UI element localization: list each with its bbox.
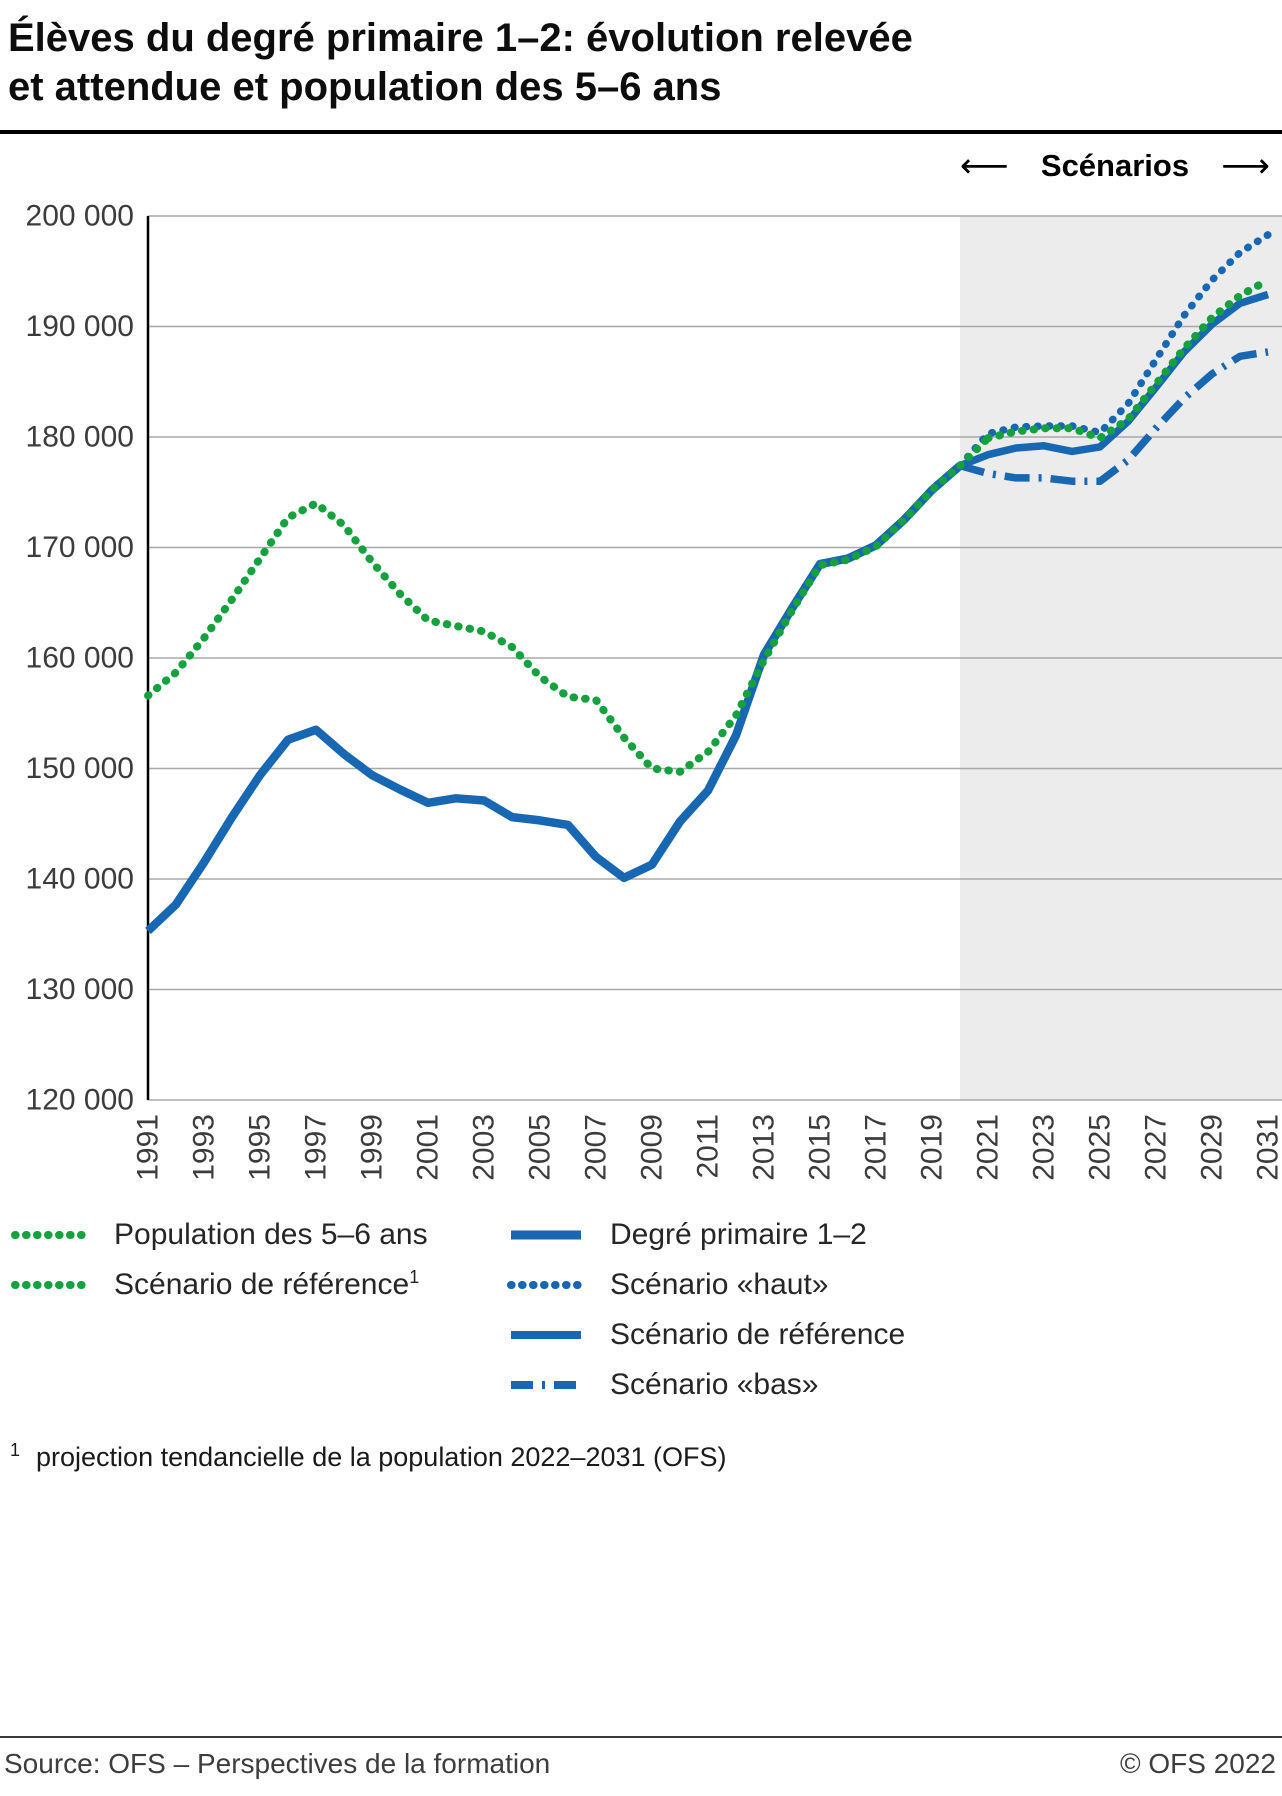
series-scenario-bas-line	[958, 347, 1269, 485]
page-title: Élèves du degré primaire 1–2: évolution …	[0, 0, 1282, 134]
series-population-5-6-ans-line	[144, 433, 992, 776]
scenarios-region-label: ⟵ Scénarios ⟶	[960, 146, 1270, 186]
y-tick-label: 160 000	[26, 641, 134, 674]
legend-item-scenario-reference: Scénario de référence	[506, 1310, 905, 1360]
legend-column-right: Degré primaire 1–2 Scénario «haut» Scéna…	[506, 1210, 905, 1410]
title-line-1: Élèves du degré primaire 1–2: évolution …	[8, 16, 913, 60]
legend-label-scenario-bas: Scénario «bas»	[610, 1367, 819, 1401]
x-tick-label: 2027	[1140, 1114, 1173, 1181]
series-scenario-reference-population-line	[984, 275, 1272, 442]
blue-dashdot-line-icon	[511, 1380, 581, 1389]
footer-copyright: © OFS 2022	[1119, 1748, 1276, 1779]
green-dotted-line-icon	[11, 1230, 89, 1239]
x-tick-label: 2003	[468, 1114, 501, 1181]
chart-svg: 120 000 130 000 140 000 150 000 160 000 170 0…	[26, 199, 1282, 1181]
series-scenario-reference-eleves-line	[958, 290, 1270, 469]
legend-item-scenario-bas: Scénario «bas»	[506, 1360, 905, 1410]
x-tick-label: 1993	[188, 1114, 221, 1181]
legend-column-left: Population des 5–6 ans Scénario de référ…	[10, 1210, 506, 1410]
blue-solid-line-icon	[511, 1330, 581, 1339]
y-tick-label: 150 000	[26, 752, 134, 785]
blue-dotted-line-icon	[507, 1280, 585, 1289]
x-tick-label: 1995	[244, 1114, 277, 1181]
x-tick-label: 2019	[916, 1114, 949, 1181]
legend-label-population: Population des 5–6 ans	[114, 1217, 428, 1251]
footnote: 1 projection tendancielle de la populatio…	[10, 1440, 1282, 1473]
chart-area: ⟵ Scénarios ⟶ 120 000 130 000 140 000 150 0…	[0, 144, 1282, 1188]
footnote-marker: 1	[10, 1439, 21, 1460]
x-tick-label: 2021	[972, 1114, 1005, 1181]
legend-label-reference-population: Scénario de référence1	[114, 1267, 420, 1302]
title-line-2: et attendue et population des 5–6 ans	[8, 64, 722, 109]
right-arrow-icon: ⟶	[1221, 146, 1270, 185]
x-tick-label: 1999	[356, 1114, 389, 1181]
y-tick-label: 200 000	[26, 199, 134, 232]
series-scenario-haut-line	[956, 230, 1272, 470]
x-tick-label: 2009	[636, 1114, 669, 1181]
x-tick-label: 2031	[1252, 1114, 1282, 1181]
x-tick-label: 1991	[132, 1114, 165, 1181]
x-tick-label: 1997	[300, 1114, 333, 1181]
y-tick-label: 190 000	[26, 310, 134, 343]
footer-source: Source: OFS – Perspectives de la formati…	[4, 1748, 551, 1779]
y-tick-label: 180 000	[26, 420, 134, 453]
x-tick-label: 2023	[1028, 1114, 1061, 1181]
x-tick-label: 2011	[692, 1114, 725, 1179]
series-degre-primaire-observe-line	[145, 462, 963, 934]
legend-label-degre-primaire: Degré primaire 1–2	[610, 1217, 867, 1251]
legend-item-degre-primaire: Degré primaire 1–2	[506, 1210, 905, 1260]
footnote-text: projection tendancielle de la population…	[36, 1441, 727, 1472]
x-tick-label: 2007	[580, 1114, 613, 1181]
legend-item-population: Population des 5–6 ans	[10, 1210, 506, 1260]
x-tick-label: 2015	[804, 1114, 837, 1181]
x-tick-label: 2013	[748, 1114, 781, 1181]
left-arrow-icon: ⟵	[960, 146, 1009, 185]
x-tick-label: 2029	[1196, 1114, 1229, 1181]
y-tick-label: 170 000	[26, 531, 134, 564]
y-tick-label: 120 000	[26, 1083, 134, 1116]
scenarios-label-text: Scénarios	[1040, 147, 1190, 183]
x-tick-label: 2025	[1084, 1114, 1117, 1181]
footer: Source: OFS – Perspectives de la formati…	[0, 1736, 1282, 1796]
x-tick-label: 2017	[860, 1114, 893, 1181]
legend-item-reference-population: Scénario de référence1	[10, 1260, 506, 1310]
blue-solid-line-icon	[511, 1230, 581, 1240]
legend-label-scenario-reference: Scénario de référence	[610, 1317, 906, 1351]
y-tick-label: 140 000	[26, 862, 134, 895]
y-tick-label: 130 000	[26, 973, 134, 1006]
green-dotted-line-icon	[11, 1280, 89, 1289]
legend: Population des 5–6 ans Scénario de référ…	[10, 1210, 1282, 1410]
legend-label-scenario-haut: Scénario «haut»	[610, 1267, 829, 1301]
legend-item-scenario-haut: Scénario «haut»	[506, 1260, 905, 1310]
x-tick-label: 2001	[412, 1114, 445, 1181]
x-tick-label: 2005	[524, 1114, 557, 1181]
